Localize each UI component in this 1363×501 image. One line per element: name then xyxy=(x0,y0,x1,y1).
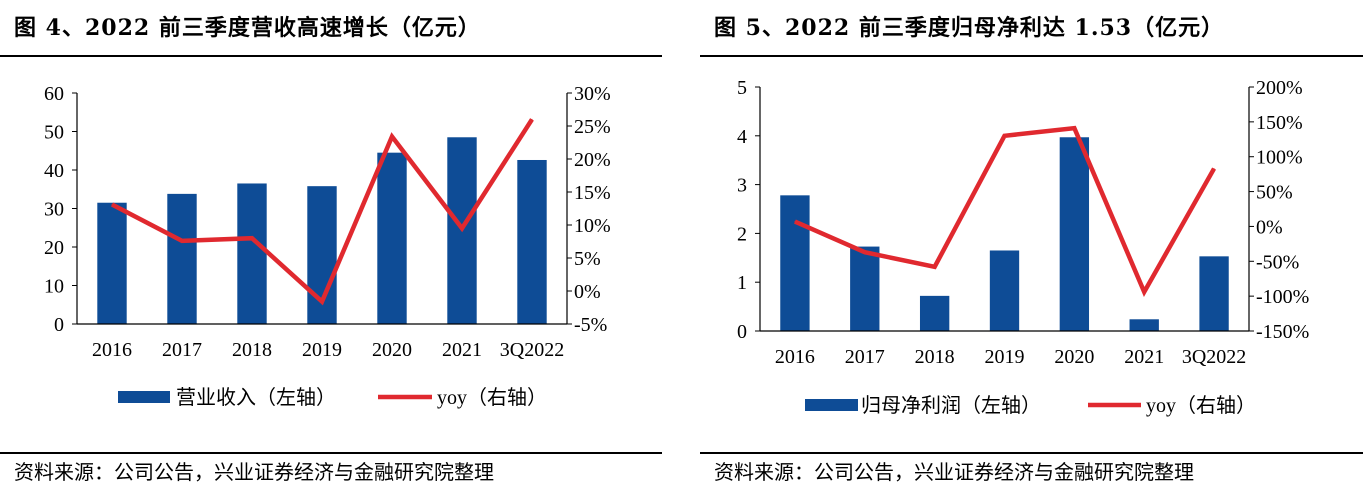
yoy-point-2016 xyxy=(794,221,796,223)
right-tick-label: 100% xyxy=(1256,147,1303,169)
category-label: 2021 xyxy=(1124,346,1164,368)
revenue-chart: 0 10 20 30 40 50 60 -5% 0% 5% 10% 15% 20% 25% 30% 2016 2… xyxy=(44,83,611,409)
yoy-point-2019 xyxy=(321,301,323,303)
right-tick-label: 10% xyxy=(574,215,611,237)
category-label: 2017 xyxy=(845,346,885,368)
left-tick-label: 3 xyxy=(737,175,747,197)
right-tick-label: 0% xyxy=(574,281,601,303)
right-tick-label: 200% xyxy=(1256,77,1303,99)
category-label: 2020 xyxy=(1054,346,1094,368)
left-tick-label: 60 xyxy=(44,83,64,105)
yoy-point-2019 xyxy=(1004,135,1005,137)
left-tick-label: 50 xyxy=(44,122,64,144)
figure-title: 图 4、2022 前三季度营收高速增长（亿元） xyxy=(14,15,481,41)
left-tick-label: 10 xyxy=(44,276,64,298)
yoy-point-2021 xyxy=(1143,291,1145,293)
bar-3Q2022 xyxy=(517,159,547,324)
net-profit-chart: 0 1 2 3 4 5 -150% -100% -50% 0% 50% 100% 150% 200% 201… xyxy=(737,77,1309,417)
legend-bar-label: 归母净利润（左轴） xyxy=(861,394,1041,417)
bar-2020 xyxy=(1059,137,1090,331)
bar-2018 xyxy=(237,183,267,324)
category-label: 2016 xyxy=(775,346,815,368)
yoy-point-2021 xyxy=(461,227,463,229)
category-label: 2020 xyxy=(372,339,412,361)
right-tick-label: 30% xyxy=(574,83,611,105)
yoy-point-3Q2022 xyxy=(531,118,533,120)
right-tick-label: -100% xyxy=(1256,286,1309,308)
bar-3Q2022 xyxy=(1199,256,1229,331)
right-tick-label: 20% xyxy=(574,149,611,171)
left-tick-label: 1 xyxy=(737,272,747,294)
source-note: 资料来源：公司公告，兴业证券经济与金融研究院整理 xyxy=(714,460,1194,484)
category-label: 2018 xyxy=(915,346,955,368)
right-tick-label: 15% xyxy=(574,182,611,204)
bar-2020 xyxy=(377,152,407,324)
category-label: 2019 xyxy=(985,346,1025,368)
source-rule xyxy=(700,452,1363,454)
bar-2021 xyxy=(1129,319,1159,331)
left-tick-label: 0 xyxy=(54,314,64,336)
category-label: 2018 xyxy=(232,339,272,361)
legend-bar-swatch xyxy=(805,399,858,411)
yoy-point-2018 xyxy=(934,266,936,268)
source-note: 资料来源：公司公告，兴业证券经济与金融研究院整理 xyxy=(14,460,494,484)
left-tick-label: 20 xyxy=(44,237,64,259)
category-label: 2019 xyxy=(302,339,342,361)
left-tick-label: 0 xyxy=(737,321,747,343)
bar-2016 xyxy=(780,195,810,331)
figure-title: 图 5、2022 前三季度归母净利达 1.53（亿元） xyxy=(714,15,1225,41)
bar-2018 xyxy=(919,295,950,331)
right-tick-label: 50% xyxy=(1256,182,1293,204)
legend-bar-swatch xyxy=(118,391,170,403)
category-label: 2016 xyxy=(92,339,132,361)
source-rule xyxy=(0,452,662,454)
yoy-point-2020 xyxy=(391,136,393,138)
bar-2017 xyxy=(167,193,197,324)
left-tick-label: 5 xyxy=(737,77,747,99)
right-tick-label: 5% xyxy=(574,248,601,270)
right-tick-label: -50% xyxy=(1256,251,1299,273)
figure-5-panel: 图 5、2022 前三季度归母净利达 1.53（亿元） 0 1 2 3 4 5 -150% -… xyxy=(700,0,1363,501)
yoy-point-2017 xyxy=(864,251,866,253)
yoy-point-2020 xyxy=(1073,127,1075,129)
yoy-point-2016 xyxy=(111,204,113,206)
left-tick-label: 4 xyxy=(737,126,747,148)
figure-4-panel: 图 4、2022 前三季度营收高速增长（亿元） 0 10 20 30 40 50 60 -5%… xyxy=(0,0,662,501)
legend-line-label: yoy（右轴） xyxy=(1146,394,1256,417)
bar-2019 xyxy=(989,250,1020,331)
right-tick-label: -5% xyxy=(574,314,607,336)
title-rule xyxy=(700,55,1363,57)
title-rule xyxy=(0,55,662,57)
right-tick-label: 25% xyxy=(574,116,611,138)
right-tick-label: -150% xyxy=(1256,321,1309,343)
yoy-point-2018 xyxy=(251,237,253,239)
yoy-point-2017 xyxy=(181,240,183,242)
right-tick-label: 0% xyxy=(1256,216,1283,238)
category-label: 2021 xyxy=(442,339,482,361)
category-label: 2017 xyxy=(162,339,202,361)
legend-line-label: yoy（右轴） xyxy=(437,386,547,409)
bar-2017 xyxy=(850,246,880,331)
legend-bar-label: 营业收入（左轴） xyxy=(176,386,336,409)
left-tick-label: 40 xyxy=(44,160,64,182)
left-tick-label: 30 xyxy=(44,199,64,221)
category-label: 3Q2022 xyxy=(1182,346,1246,368)
left-tick-label: 2 xyxy=(737,223,747,245)
yoy-point-3Q2022 xyxy=(1213,168,1215,170)
category-label: 3Q2022 xyxy=(500,339,564,361)
bar-2016 xyxy=(97,202,127,324)
right-tick-label: 150% xyxy=(1256,112,1303,134)
